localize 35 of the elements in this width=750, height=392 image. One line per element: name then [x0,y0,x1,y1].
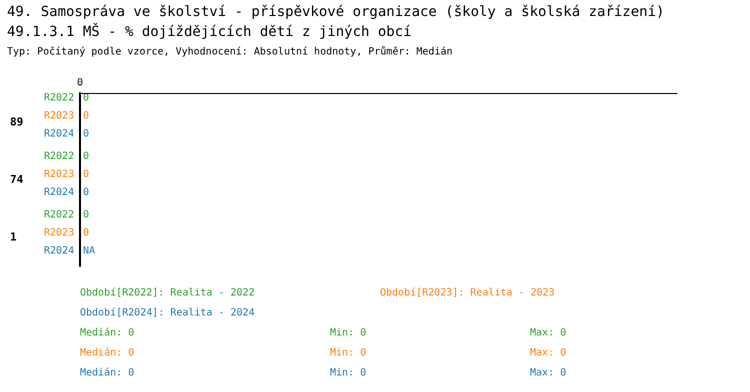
text: Min: 0 [330,348,366,358]
text: Max: 0 [530,348,566,358]
data-label: 0 [83,227,90,238]
text: Medián: 0 [80,368,134,378]
category-label: 89 [10,115,24,128]
text: R2024 [44,187,74,198]
data-label: 0 [83,169,90,180]
text: R2024 [44,245,74,256]
text: R2022 [44,209,74,220]
text: R2022 [44,151,74,162]
data-label: 0 [83,110,90,122]
text: Min: 0 [330,368,366,378]
legend-label: R2023 [44,110,74,122]
data-label: NA [83,245,96,256]
category-label: 74 [10,173,24,186]
legend-label: R2024 [44,128,74,140]
text: R2023 [44,169,74,180]
category-label: 1 [10,230,17,244]
data-label: 0 [83,209,90,220]
text: 49. Samospráva ve školství - příspěvkové organizace (školy a školská zařízení) 49.1.3.1 MŠ - % dojíždějících dětí z jiných obcí [7,4,664,40]
text: Typ: Počítaný podle vzorce, Vyhodnocení: Absolutní hodnoty, Průměr: Medián [7,46,453,58]
data-label: 0 [83,151,90,162]
data-label: 0 [83,187,90,198]
text: Období[R2022]: Realita - 2022 [80,288,255,298]
text: Medián: 0 [80,348,134,358]
text: Období[R2023]: Realita - 2023 [380,288,555,298]
text: Medián: 0 [80,328,134,338]
data-label: 0 [77,78,84,88]
legend-label: R2022 [44,92,74,104]
text: R2023 [44,227,74,238]
text: Max: 0 [530,368,566,378]
text: Období[R2024]: Realita - 2024 [80,308,255,318]
text: Max: 0 [530,328,566,338]
text: Min: 0 [330,328,366,338]
data-label: 0 [83,128,90,140]
